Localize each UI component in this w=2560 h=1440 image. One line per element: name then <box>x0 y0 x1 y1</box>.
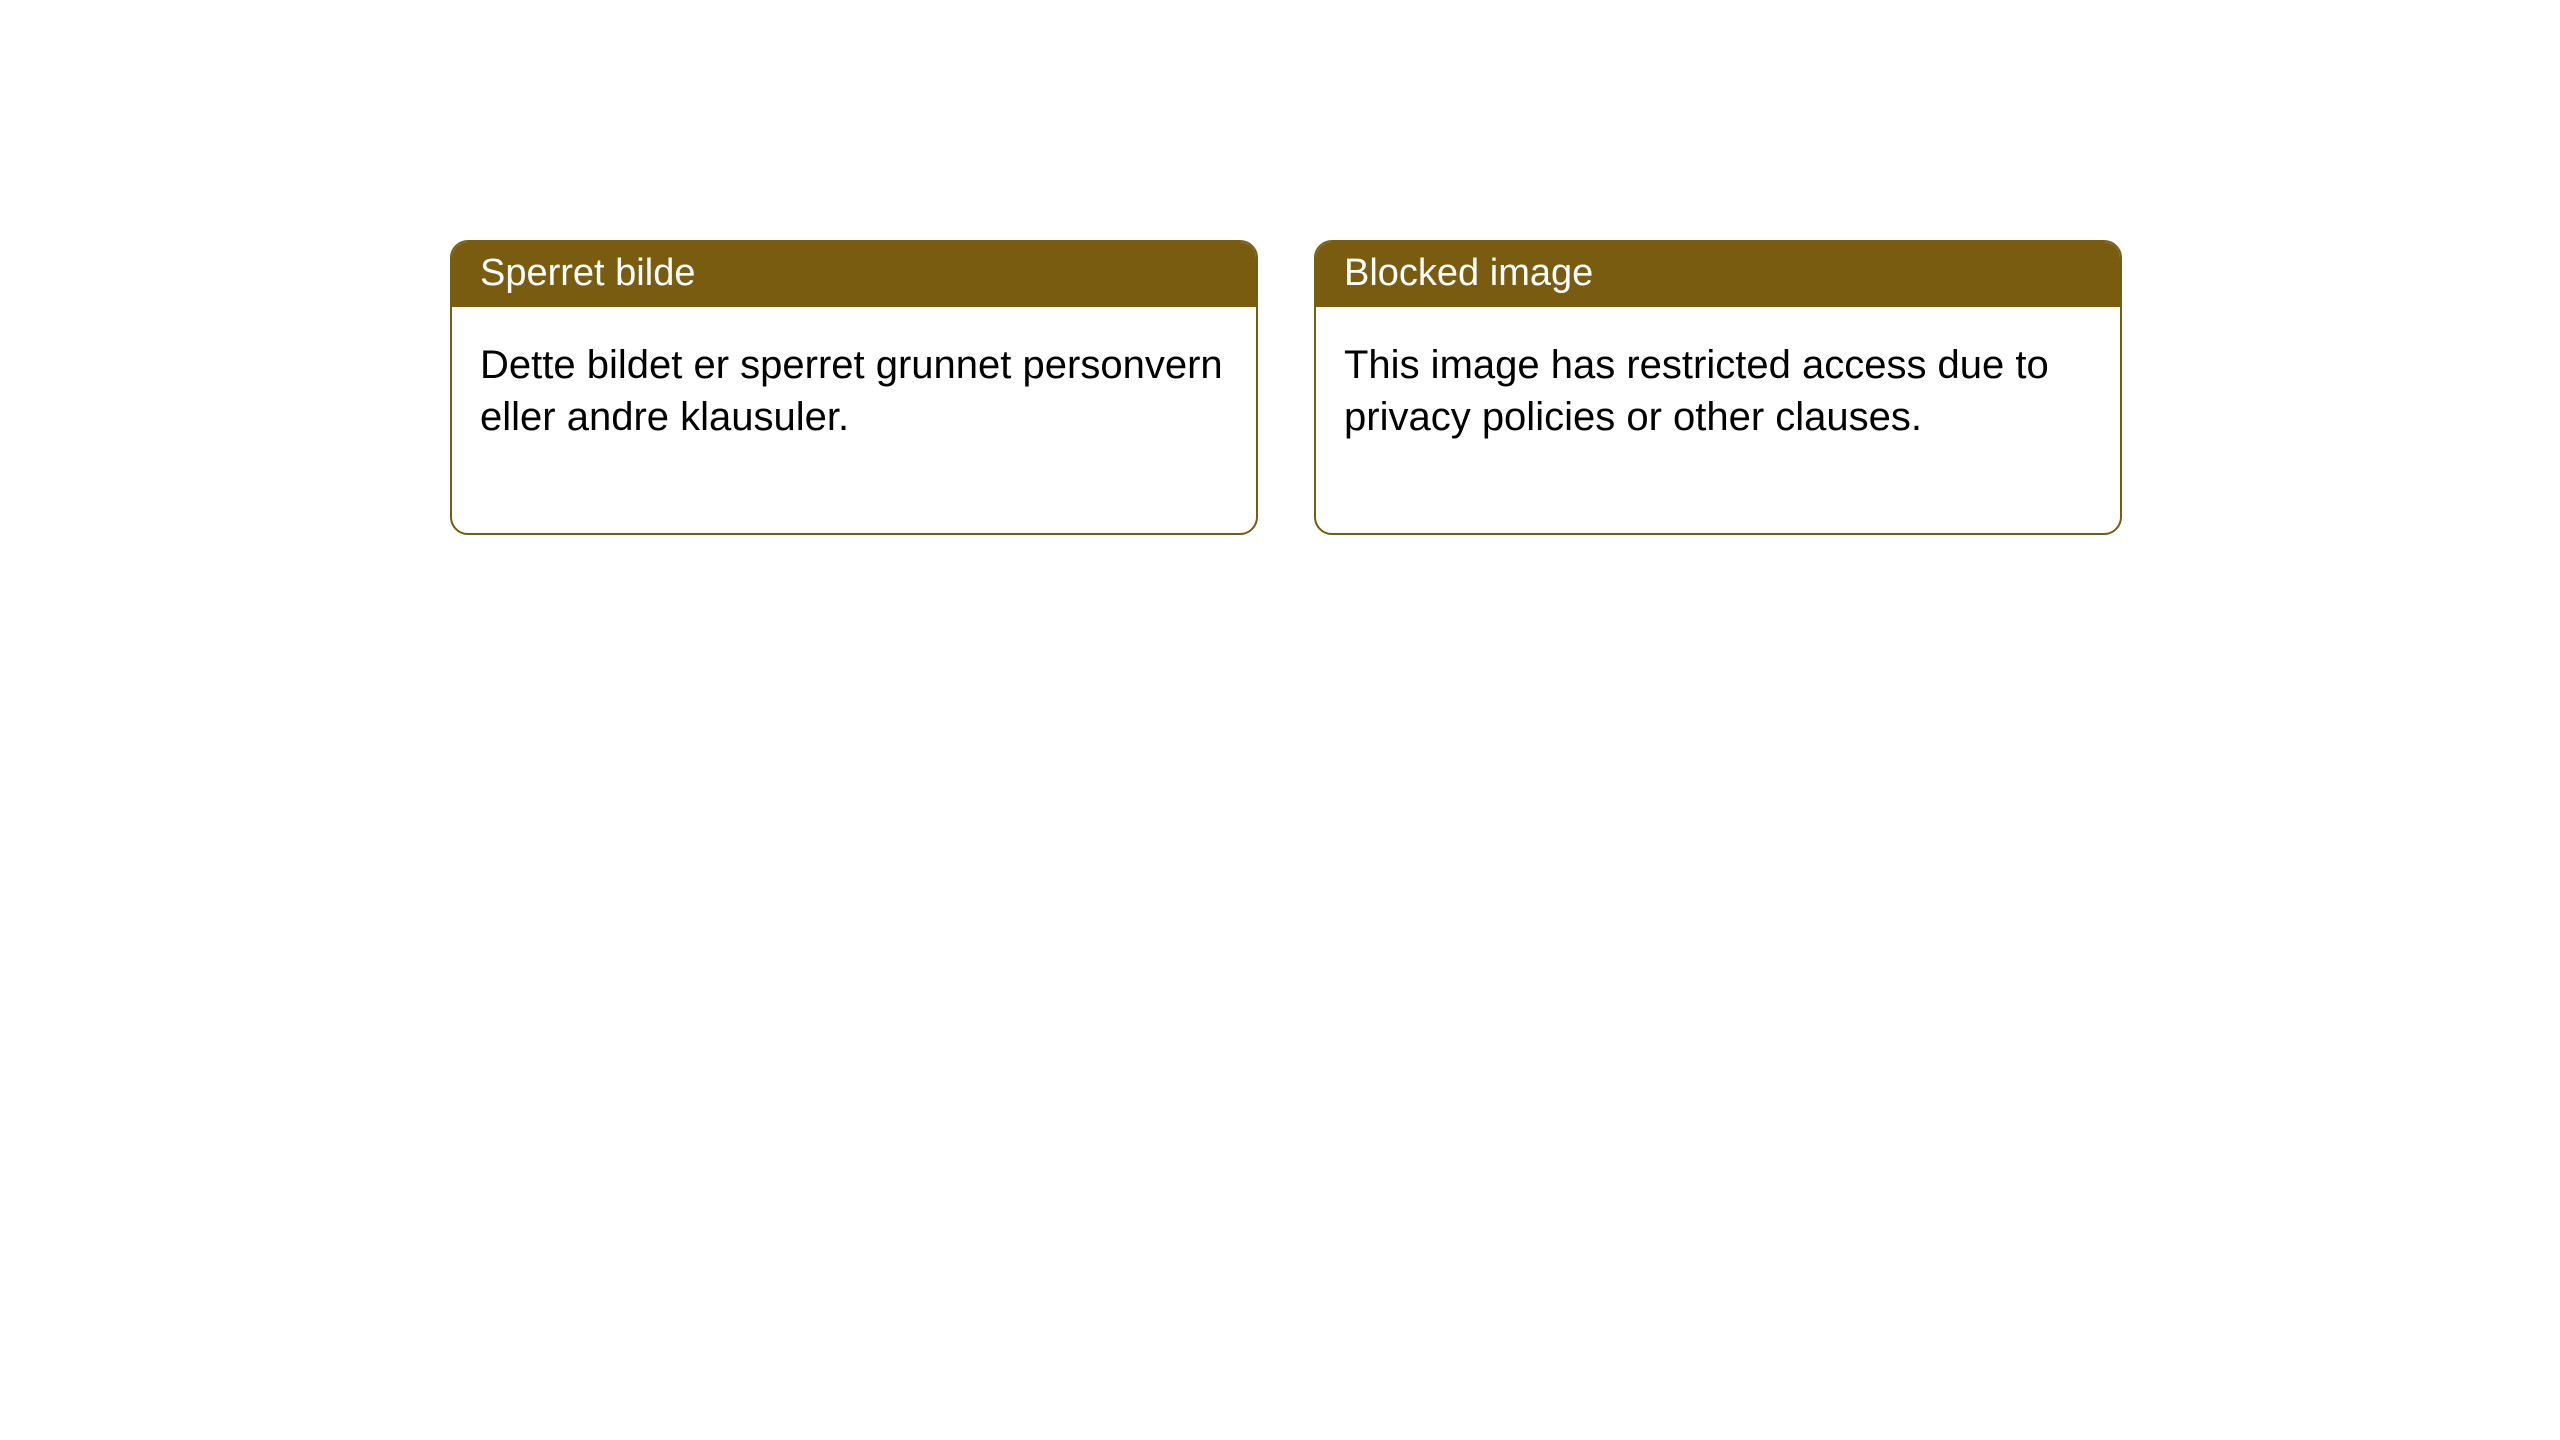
blocked-image-notice-no: Sperret bilde Dette bildet er sperret gr… <box>450 240 1258 535</box>
notice-body: This image has restricted access due to … <box>1316 307 2120 533</box>
notice-container: Sperret bilde Dette bildet er sperret gr… <box>450 240 2122 535</box>
notice-title: Sperret bilde <box>452 242 1256 307</box>
notice-title: Blocked image <box>1316 242 2120 307</box>
blocked-image-notice-en: Blocked image This image has restricted … <box>1314 240 2122 535</box>
notice-body: Dette bildet er sperret grunnet personve… <box>452 307 1256 533</box>
